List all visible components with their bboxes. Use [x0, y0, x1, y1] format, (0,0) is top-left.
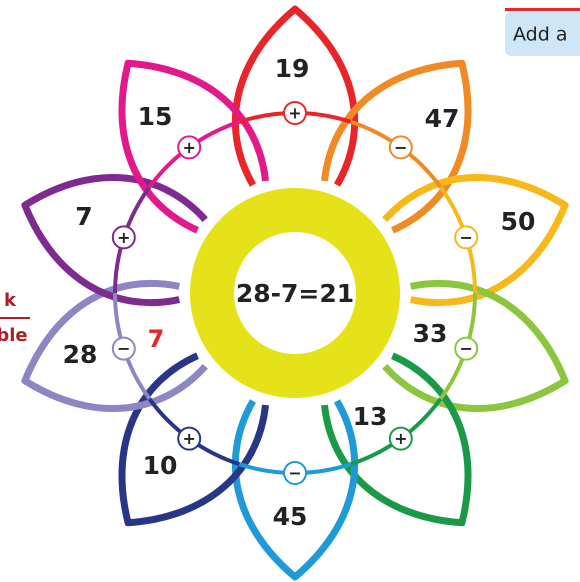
sign: + — [182, 429, 195, 448]
add-button[interactable]: Add a — [505, 8, 580, 56]
petal-number: 50 — [501, 207, 536, 236]
sign: − — [459, 339, 472, 358]
answer: 7 — [148, 325, 165, 353]
side-label: k — [4, 290, 17, 311]
petal-number: 19 — [275, 54, 310, 83]
petal — [235, 9, 354, 185]
petal-number: 28 — [63, 340, 98, 369]
petal-number: 47 — [425, 104, 460, 133]
sign: − — [117, 339, 130, 358]
button-border — [505, 8, 580, 11]
petal-number: 33 — [413, 319, 448, 348]
sign: + — [182, 138, 195, 157]
petal-number: 45 — [273, 502, 308, 531]
sign: + — [117, 228, 130, 247]
sign: − — [394, 138, 407, 157]
sign: + — [394, 429, 407, 448]
petal-number: 13 — [353, 402, 388, 431]
sign: − — [459, 228, 472, 247]
petal — [235, 401, 354, 577]
flower-diagram: 28-7=21 7 k ble Add a +19−47−50−33+13−45… — [0, 0, 580, 582]
petal-number: 15 — [138, 102, 173, 131]
petal-number: 10 — [143, 451, 178, 480]
sign: − — [288, 464, 301, 483]
button-label[interactable]: Add a — [513, 24, 567, 46]
side-label: ble — [0, 325, 28, 346]
center-equation: 28-7=21 — [236, 279, 354, 308]
petal-number: 7 — [75, 202, 92, 231]
sign: + — [288, 104, 301, 123]
